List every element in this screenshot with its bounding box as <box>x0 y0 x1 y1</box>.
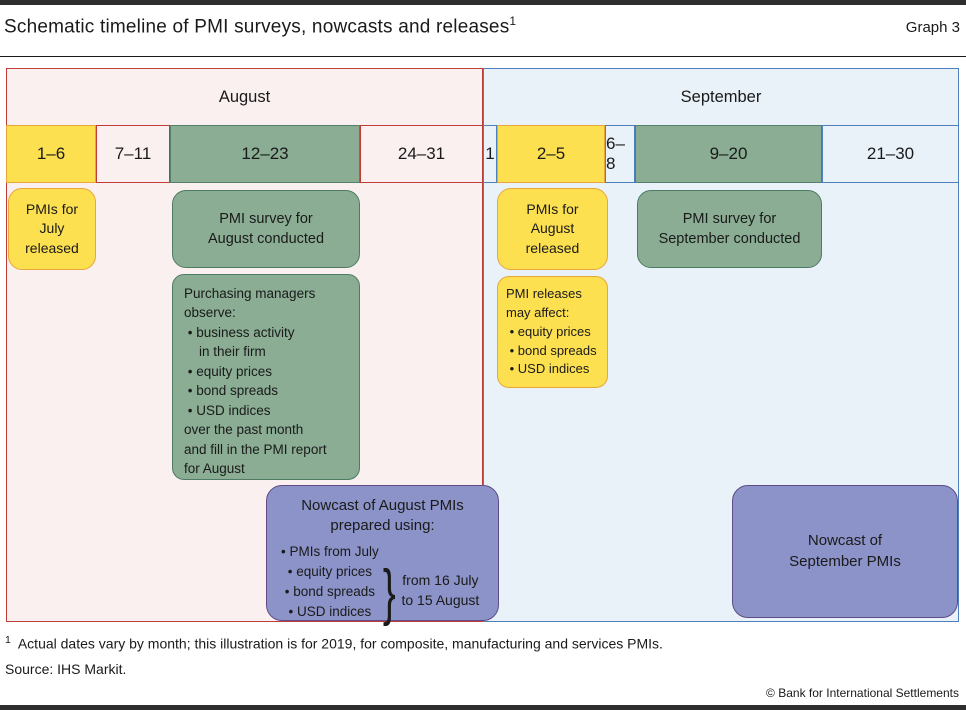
box-pmis-for-august-released-text: PMIs for August released <box>525 201 580 256</box>
box-purchasing-managers-observe: Purchasing managers observe: • business … <box>172 274 360 480</box>
date-cell-aug-1-6: 1–6 <box>6 125 96 183</box>
date-cell-aug-7-11: 7–11 <box>96 125 170 183</box>
source-line: Source: IHS Markit. <box>5 661 127 677</box>
date-cell-sep-1: 1 <box>483 125 497 183</box>
box-nowcast-september-pmis-text: Nowcast of September PMIs <box>789 531 901 570</box>
box-pmi-survey-september-conducted: PMI survey for September conducted <box>637 190 822 268</box>
title-row: Schematic timeline of PMI surveys, nowca… <box>4 14 960 38</box>
nowcast-august-title: Nowcast of August PMIs prepared using: <box>301 497 464 535</box>
box-nowcast-september-pmis: Nowcast of September PMIs <box>732 485 958 618</box>
date-cell-sep-6-8: 6–8 <box>605 125 635 183</box>
box-pmi-survey-september-conducted-text: PMI survey for September conducted <box>658 211 801 247</box>
nowcast-august-window-label: from 16 July to 15 August <box>401 572 480 608</box>
nowcast-august-bullets: • PMIs from July • equity prices • bond … <box>281 543 379 620</box>
box-nowcast-august-pmis: Nowcast of August PMIs prepared using: •… <box>266 485 499 627</box>
nowcast-august-detail-row: • PMIs from July • equity prices • bond … <box>267 542 498 627</box>
page-title: Schematic timeline of PMI surveys, nowca… <box>4 14 516 38</box>
page-title-text: Schematic timeline of PMI surveys, nowca… <box>4 16 510 38</box>
box-pmi-survey-august-conducted-text: PMI survey for August conducted <box>207 211 325 247</box>
box-pmi-survey-august-conducted: PMI survey for August conducted <box>172 190 360 268</box>
footnote-marker: 1 <box>5 634 11 646</box>
box-purchasing-managers-observe-text: Purchasing managers observe: • business … <box>184 286 327 476</box>
title-divider <box>0 56 966 57</box>
graph-number-label: Graph 3 <box>905 19 960 37</box>
footnote: 1 Actual dates vary by month; this illust… <box>5 634 663 652</box>
box-pmi-releases-may-affect: PMI releases may affect: • equity prices… <box>497 276 608 388</box>
footnote-text: Actual dates vary by month; this illustr… <box>17 635 663 652</box>
date-cell-sep-2-5: 2–5 <box>497 125 605 183</box>
box-pmi-releases-may-affect-text: PMI releases may affect: • equity prices… <box>506 286 597 377</box>
copyright-line: © Bank for International Settlements <box>766 686 959 700</box>
box-pmis-for-august-released: PMIs for August released <box>497 188 608 270</box>
august-month-label: August <box>218 87 271 106</box>
september-month-label: September <box>680 87 762 106</box>
date-cell-aug-24-31: 24–31 <box>360 125 483 183</box>
box-pmis-for-july-released-text: PMIs for July released <box>25 201 79 256</box>
title-footnote-marker: 1 <box>509 14 517 28</box>
date-cell-sep-9-20: 9–20 <box>635 125 822 183</box>
bottom-rule <box>0 705 966 710</box>
date-cell-aug-12-23: 12–23 <box>170 125 360 183</box>
date-cell-sep-21-30: 21–30 <box>822 125 959 183</box>
top-rule <box>0 0 966 5</box>
box-pmis-for-july-released: PMIs for July released <box>8 188 96 270</box>
curly-brace-glyph: } <box>382 557 396 627</box>
